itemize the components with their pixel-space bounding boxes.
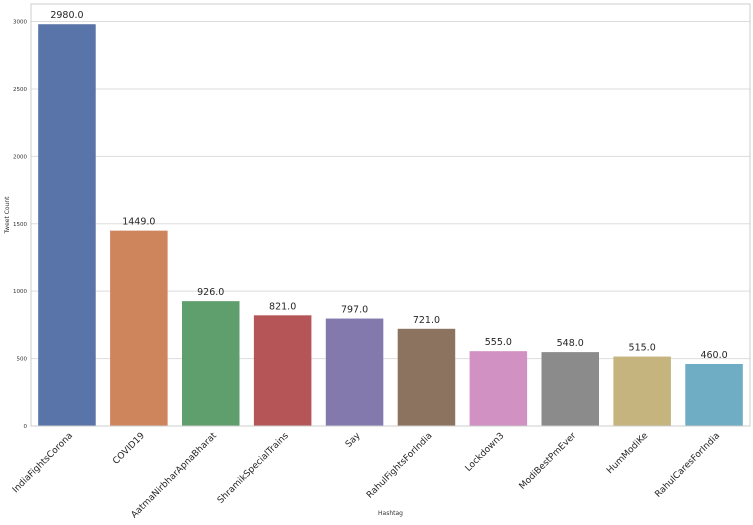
x-axis-label: Hashtag (378, 510, 403, 517)
x-tick-label: Lockdown3 (464, 431, 507, 474)
x-tick-label: HumModiKe (605, 431, 650, 476)
y-tick-label: 2500 (13, 87, 27, 93)
bar (397, 328, 456, 426)
y-tick-label: 3000 (13, 20, 27, 26)
x-tick-label: AatmaNirbharApnaBharat (130, 431, 220, 521)
x-tick-label: RahulCaresForIndia (653, 431, 722, 500)
y-tick-label: 1000 (13, 289, 27, 295)
bar-value-label: 548.0 (557, 338, 584, 349)
x-tick-label: RahulFightsForIndia (365, 431, 435, 501)
x-tick-label: COVID19 (111, 431, 147, 467)
bar (469, 351, 528, 426)
x-tick-labels: IndiaFightsCorona COVID19AatmaNirbharApna… (11, 431, 722, 521)
bars (38, 24, 743, 427)
bar (541, 352, 600, 426)
x-tick-label: Say (344, 431, 363, 450)
y-tick-label: 1500 (13, 222, 27, 228)
bar-value-label: 797.0 (341, 305, 368, 316)
bar (38, 24, 96, 427)
bar-value-label: 821.0 (269, 301, 296, 312)
plot-frame (30, 3, 751, 427)
x-tick-label: ModiBestPmEver (518, 431, 579, 492)
bar-value-label: 1449.0 (122, 217, 155, 228)
y-tick-labels: 0 500 1000 1500 2000 2500 3000 (13, 20, 28, 430)
x-tick-label: ShramikSpecialTrains (216, 431, 291, 506)
y-tick-label: 500 (17, 357, 28, 363)
bar (253, 315, 312, 426)
y-tick-label: 0 (24, 424, 28, 430)
bar-value-label: 460.0 (700, 350, 727, 361)
x-tick-label: IndiaFightsCorona (11, 431, 75, 495)
bar (110, 230, 168, 426)
bar (613, 356, 671, 426)
bar-value-label: 515.0 (629, 343, 656, 354)
bar (181, 301, 240, 426)
bar-value-label: 555.0 (485, 337, 512, 348)
bar-value-label: 2980.0 (50, 10, 83, 21)
bar-value-labels: 2980.0 1449.0 926.0 821.0 797.0 721.0 555.0 548… (50, 10, 727, 361)
y-tick-label: 2000 (13, 154, 27, 160)
bar (685, 363, 743, 426)
y-axis-label: Tweet Count (4, 196, 11, 235)
bar (325, 318, 384, 426)
bar-value-label: 721.0 (413, 315, 440, 326)
bar-value-label: 926.0 (197, 287, 224, 298)
